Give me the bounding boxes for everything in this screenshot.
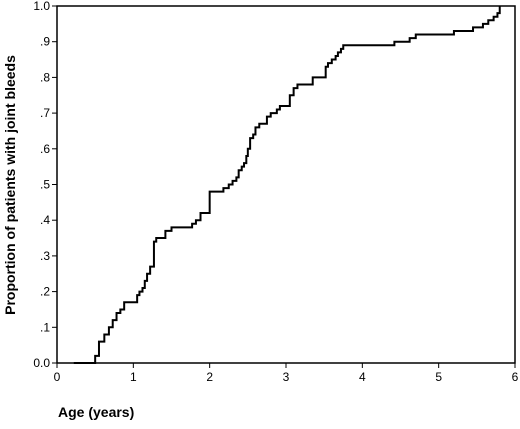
y-tick-label: .2 [40,285,50,299]
x-axis-ticks: 0 1 2 3 4 5 6 [54,363,519,384]
y-tick-label: .9 [40,35,50,49]
y-tick-label: .6 [40,142,50,156]
y-tick-label: 1.0 [33,0,50,13]
y-tick-label: .7 [40,106,50,120]
plot-frame [56,5,516,364]
x-tick-label: 3 [283,370,290,384]
x-tick-label: 0 [54,370,61,384]
y-axis-title: Proportion of patients with joint bleeds [2,55,18,315]
y-tick-label: .5 [40,178,50,192]
y-tick-label: .1 [40,320,50,334]
x-tick-label: 5 [435,370,442,384]
y-tick-label: .4 [40,213,50,227]
x-axis-title: Age (years) [58,404,134,420]
x-tick-label: 1 [130,370,137,384]
x-tick-label: 6 [512,370,519,384]
y-axis-ticks: 0.0 .1 .2 .3 .4 .5 .6 .7 .8 .9 1.0 [33,0,57,370]
x-tick-label: 4 [359,370,366,384]
x-tick-label: 2 [206,370,213,384]
y-tick-label: .8 [40,70,50,84]
y-tick-label: 0.0 [33,356,50,370]
y-tick-label: .3 [40,249,50,263]
series-line [73,6,501,364]
